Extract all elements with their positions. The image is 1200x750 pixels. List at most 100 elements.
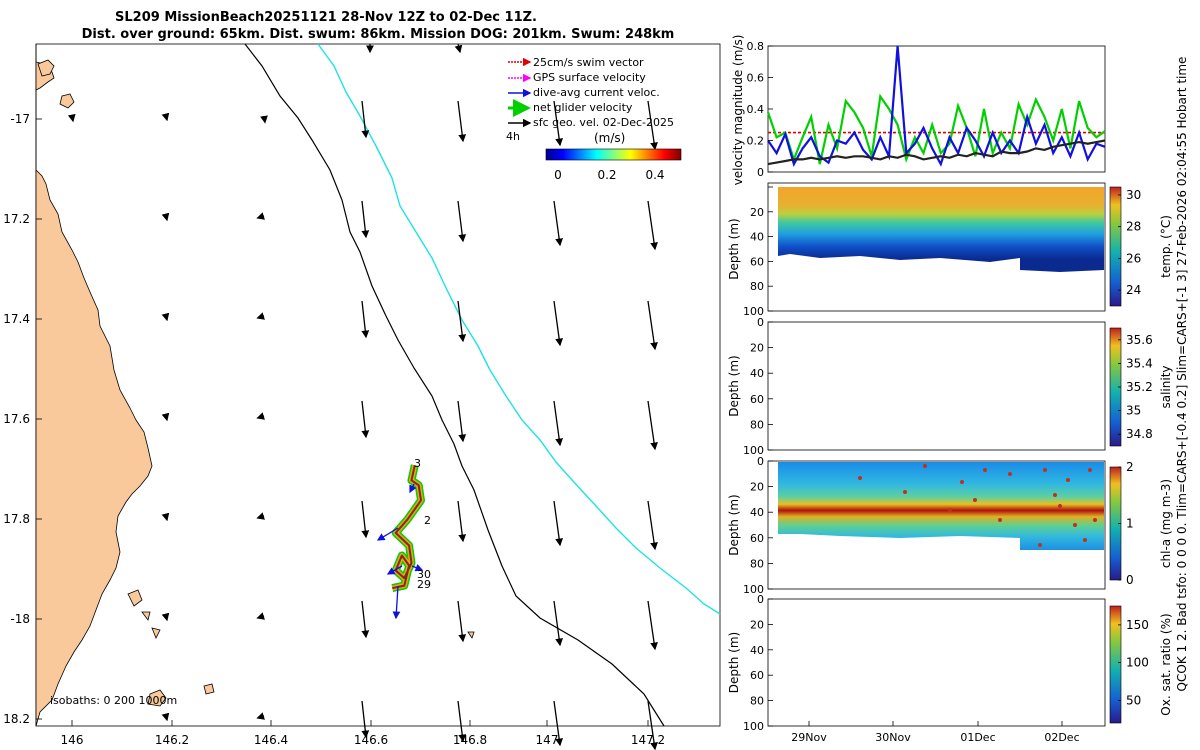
day-label-29: 29 [417,578,431,591]
island [203,683,215,695]
map-x-tick-label: 147.2 [631,733,665,747]
geo-arrow [361,400,370,439]
depth-tick-label: 80 [750,418,764,431]
chl-dot [1053,493,1057,497]
geo-arrow [361,500,370,539]
ox-colorbar [1109,605,1122,724]
ox-ticks: 0 20 40 60 80 100 Depth (m) 150 100 50 Ox. sat. ra… [727,593,1173,733]
island [37,59,55,77]
geo-arrow [457,400,467,443]
geo-arrow [553,200,563,247]
vel-y-tick-label: 0.8 [747,40,765,53]
map-y-tick-label: 17.6 [3,412,30,426]
svg-text:GPS surface velocity: GPS surface velocity [533,71,646,84]
geo-arrow [647,300,658,351]
date-tick-label: 02Dec [1044,731,1079,744]
geo-arrow [553,300,563,347]
time-label: 4h [506,130,520,143]
chl-dot [1093,518,1097,522]
geo-arrow [256,412,265,420]
cb-tick-label: 1 [1126,517,1134,531]
cb-tick-label: 35.4 [1126,356,1153,370]
legend-geo: sfc geo. vel. 02-Dec-2025 [508,116,674,129]
geo-arrow [361,600,370,639]
colorbar-tick: 0.2 [597,168,616,182]
map-panel: 3 2 30 29 146 146.2 146.4 146.6 146.8 147 147.… [3,43,721,750]
cb-tick-label: 35.6 [1126,333,1153,347]
day-label-3: 3 [414,457,421,470]
day-label-2: 2 [424,514,431,527]
cb-tick-label: 24 [1126,283,1141,297]
cb-label: salinity [1159,365,1173,408]
island [467,631,475,639]
geo-arrow [161,112,170,122]
geo-arrow [256,712,265,720]
cb-tick-label: 2 [1126,460,1134,474]
depth-tick-label: 100 [743,720,764,733]
chl-dot [983,468,987,472]
temp-ticks: 20 40 60 80 100 Depth (m) 30 28 26 24 temp. (°C) [727,186,1173,318]
geo-arrow [553,100,563,147]
geo-arrow [553,400,563,447]
map-y-tick-label: 17.4 [3,312,30,326]
chl-dot [1066,478,1070,482]
chlorophyll-panel: 0 20 40 60 80 100 Depth (m) 2 1 0 chl-a (mg m-3) [727,455,1173,596]
velocity-y-ticks: 0 0.2 0.4 0.6 0.8 [747,40,773,179]
geo-arrow [256,612,265,620]
title-line1: SL209 MissionBeach20251121 28-Nov 12Z to… [115,10,537,25]
depth-tick-label: 100 [743,305,764,318]
geo-arrow [256,312,265,320]
depth-tick-label: 40 [750,231,764,244]
cb-tick-label: 28 [1126,220,1141,234]
salinity-panel: 0 20 40 60 80 100 Depth (m) 35.6 35.4 35.2 35 34.8 s… [727,316,1173,457]
map-x-tick-label: 146.8 [453,733,487,747]
cb-tick-label: 34.8 [1126,427,1153,441]
vel-y-tick-label: 0.2 [747,135,765,148]
cb-tick-label: 26 [1126,251,1141,265]
map-frame [35,43,721,727]
island [151,627,161,639]
depth-tick-label: 60 [750,255,764,268]
geo-arrow [647,600,658,651]
map-y-tick-label: 18.2 [3,712,30,726]
depth-tick-label: 20 [750,342,764,355]
temperature-panel: 20 40 60 80 100 Depth (m) 30 28 26 24 temp. (°C) [727,182,1173,318]
oxygen-panel: 0 20 40 60 80 100 Depth (m) 150 100 50 Ox. sat. ra… [727,593,1173,744]
geo-arrow [457,100,467,143]
geo-arrow [457,300,467,343]
map-x-tick-label: 146.2 [155,733,189,747]
geo-arrow [647,700,658,750]
colorbar-tick: 0 [554,168,562,182]
sal-ticks: 0 20 40 60 80 100 Depth (m) 35.6 35.4 35.2 35 34.8 s… [727,316,1173,457]
map-y-tick-label: 17.8 [3,512,30,526]
day-label-30: 30 [417,568,431,581]
depth-tick-label: 0 [757,455,764,468]
date-tick-label: 30Nov [875,731,911,744]
cb-label: chl-a (mg m-3) [1159,479,1173,568]
geo-arrow [361,100,370,139]
cb-label: temp. (°C) [1159,215,1173,278]
chl-dot [1083,538,1087,542]
depth-tick-label: 20 [750,206,764,219]
depth-tick-label: 60 [750,393,764,406]
geo-arrow [361,700,370,739]
temp-colorbar [1109,186,1122,307]
cb-tick-label: 50 [1126,693,1141,707]
map-x-tick-label: 146.6 [354,733,388,747]
geo-velocity-arrows [67,43,658,750]
svg-text:net glider velocity: net glider velocity [533,101,633,114]
geo-arrow [457,600,467,643]
date-tick-label: 01Dec [960,731,995,744]
geo-arrow [553,600,563,647]
depth-tick-label: 80 [750,557,764,570]
map-y-tick-label: -18 [10,612,30,626]
svg-text:dive-avg current veloc.: dive-avg current veloc. [533,86,660,99]
temperature-field [778,187,1104,272]
chl-dot [1058,504,1062,508]
cb-tick-label: 150 [1126,618,1149,632]
velocity-series-geo [767,139,1106,166]
depth-tick-label: 40 [750,506,764,519]
depth-tick-label: 40 [750,367,764,380]
map-y-ticks: -17 17.2 17.4 17.6 17.8 -18 18.2 [3,112,42,726]
